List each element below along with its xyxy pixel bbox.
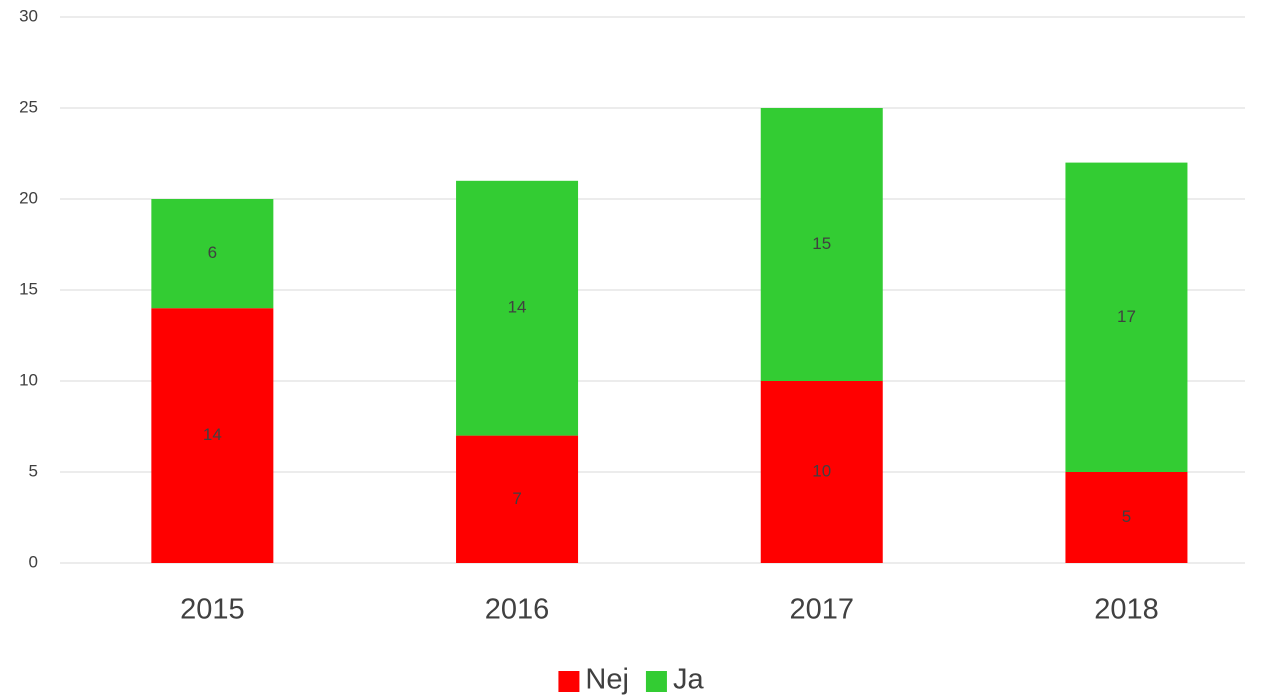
legend-item: Ja <box>645 664 705 696</box>
legend-label: Nej <box>585 664 629 696</box>
legend-swatch <box>645 671 667 692</box>
data-label: 14 <box>508 298 527 317</box>
x-tick-label: 2015 <box>180 594 245 626</box>
bar-segment <box>456 435 579 563</box>
y-tick-label: 5 <box>29 461 38 480</box>
bar-segment <box>456 180 579 436</box>
legend-item: Nej <box>558 664 629 696</box>
data-label: 14 <box>203 425 222 444</box>
data-label: 7 <box>512 489 521 508</box>
data-label: 5 <box>1122 507 1131 526</box>
legend-swatch <box>558 671 580 692</box>
legend-label: Ja <box>673 664 705 696</box>
y-tick-label: 15 <box>19 279 38 298</box>
y-tick-label: 30 <box>19 6 38 25</box>
bar-segment <box>760 381 883 563</box>
y-tick-label: 20 <box>19 188 38 207</box>
data-label: 17 <box>1117 307 1136 326</box>
x-tick-label: 2018 <box>1094 594 1159 626</box>
y-tick-label: 10 <box>19 370 38 389</box>
y-tick-label: 0 <box>29 552 38 571</box>
data-label: 6 <box>208 243 217 262</box>
bar-segment <box>760 108 883 381</box>
bar-segment <box>151 199 274 309</box>
data-label: 10 <box>812 461 831 480</box>
bar-segment <box>151 308 274 563</box>
bar-segment <box>1065 472 1188 563</box>
bar-segment <box>1065 162 1188 472</box>
data-label: 15 <box>812 234 831 253</box>
x-tick-label: 2016 <box>485 594 550 626</box>
x-tick-label: 2017 <box>789 594 854 626</box>
y-tick-label: 25 <box>19 97 38 116</box>
